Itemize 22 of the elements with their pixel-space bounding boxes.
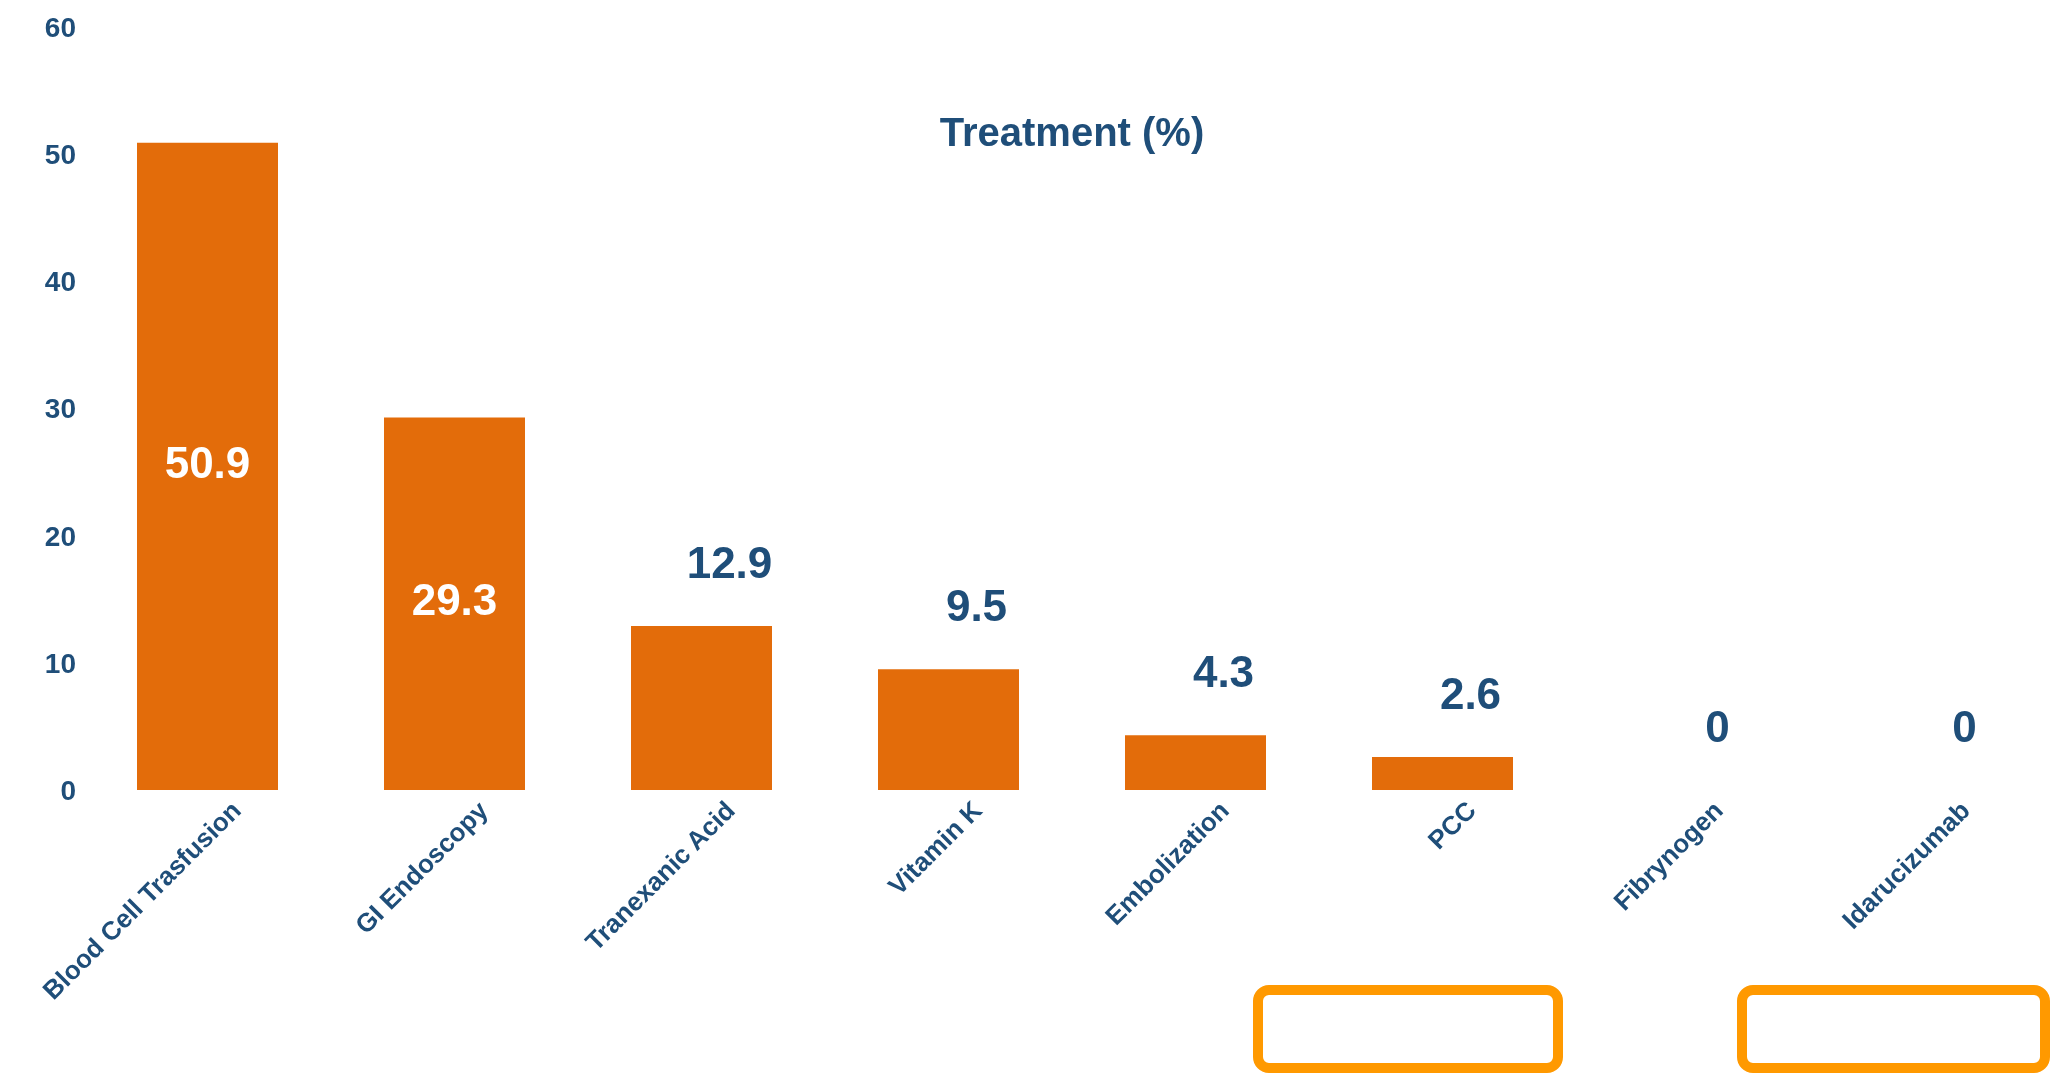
data-label: 9.5 bbox=[945, 581, 1008, 631]
data-label: 50.9 bbox=[164, 437, 251, 487]
y-tick-label: 60 bbox=[44, 11, 76, 43]
bar bbox=[1125, 735, 1266, 790]
bar bbox=[137, 142, 278, 790]
y-tick-label: 0 bbox=[60, 774, 76, 806]
y-tick-label: 30 bbox=[44, 393, 76, 425]
data-label: 4.3 bbox=[1192, 647, 1255, 697]
text: Treatment (%) bbox=[939, 110, 1205, 154]
y-tick-label: 50 bbox=[44, 139, 76, 171]
y-tick-label: 10 bbox=[44, 647, 76, 679]
data-label: 0 bbox=[1705, 702, 1730, 751]
bar bbox=[1372, 756, 1513, 790]
data-label: 0 bbox=[1952, 702, 1977, 751]
bar bbox=[631, 625, 772, 790]
data-label: 2.6 bbox=[1439, 668, 1502, 718]
y-tick-label: 40 bbox=[44, 266, 76, 298]
bar bbox=[384, 417, 525, 790]
data-label: 12.9 bbox=[686, 537, 773, 587]
y-tick-label: 20 bbox=[44, 520, 76, 552]
bar bbox=[878, 669, 1019, 790]
data-label: 29.3 bbox=[411, 575, 498, 625]
